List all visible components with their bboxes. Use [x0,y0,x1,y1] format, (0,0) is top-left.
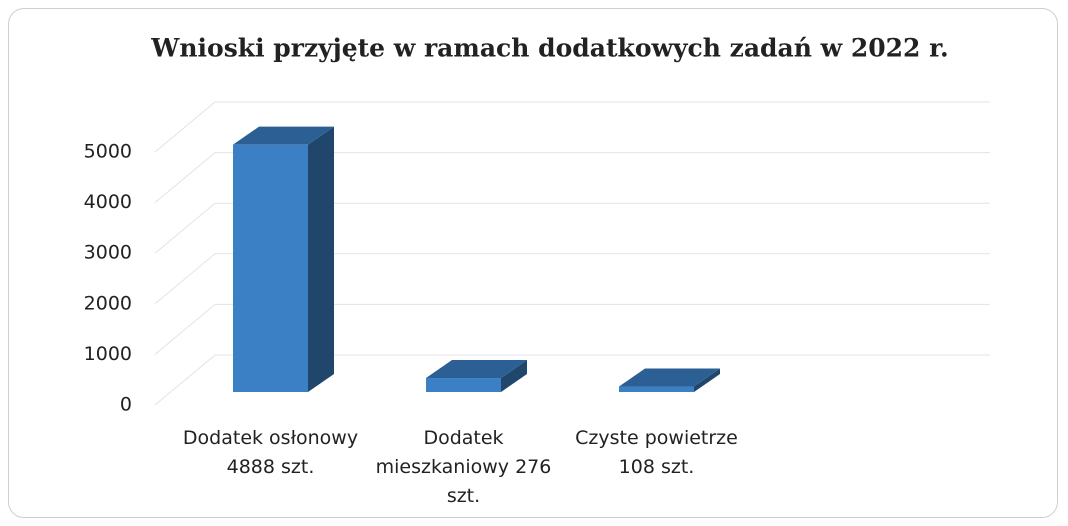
bar-top [426,360,527,379]
y-tick-label: 5000 [84,141,132,163]
bar-side [694,368,720,392]
grid-line [154,253,216,305]
bar-top [619,368,720,387]
bar-side [308,126,334,392]
y-tick-label: 4000 [84,191,132,213]
y-tick-label: 0 [120,394,132,416]
grid-line [154,152,216,203]
grid-line [154,304,216,355]
bar-top [233,126,334,145]
x-tick-label: Dodatek mieszkaniowy 276 szt. [375,427,552,507]
bar [426,378,501,392]
chart-title: Wnioski przyjęte w ramach dodatkowych za… [150,34,948,63]
x-tick-label: Dodatek osłonowy 4888 szt. [182,427,359,478]
bar-side [501,360,527,392]
chart-frame [8,8,1058,518]
y-tick-label: 2000 [84,292,132,314]
x-tick-label: Czyste powietrze 108 szt. [575,427,738,478]
grid-line [154,354,216,406]
y-tick-label: 3000 [84,242,132,264]
grid-line [154,202,216,254]
grid-line [154,101,216,153]
bar [233,144,308,392]
y-tick-label: 1000 [84,343,132,365]
bar [619,386,694,392]
